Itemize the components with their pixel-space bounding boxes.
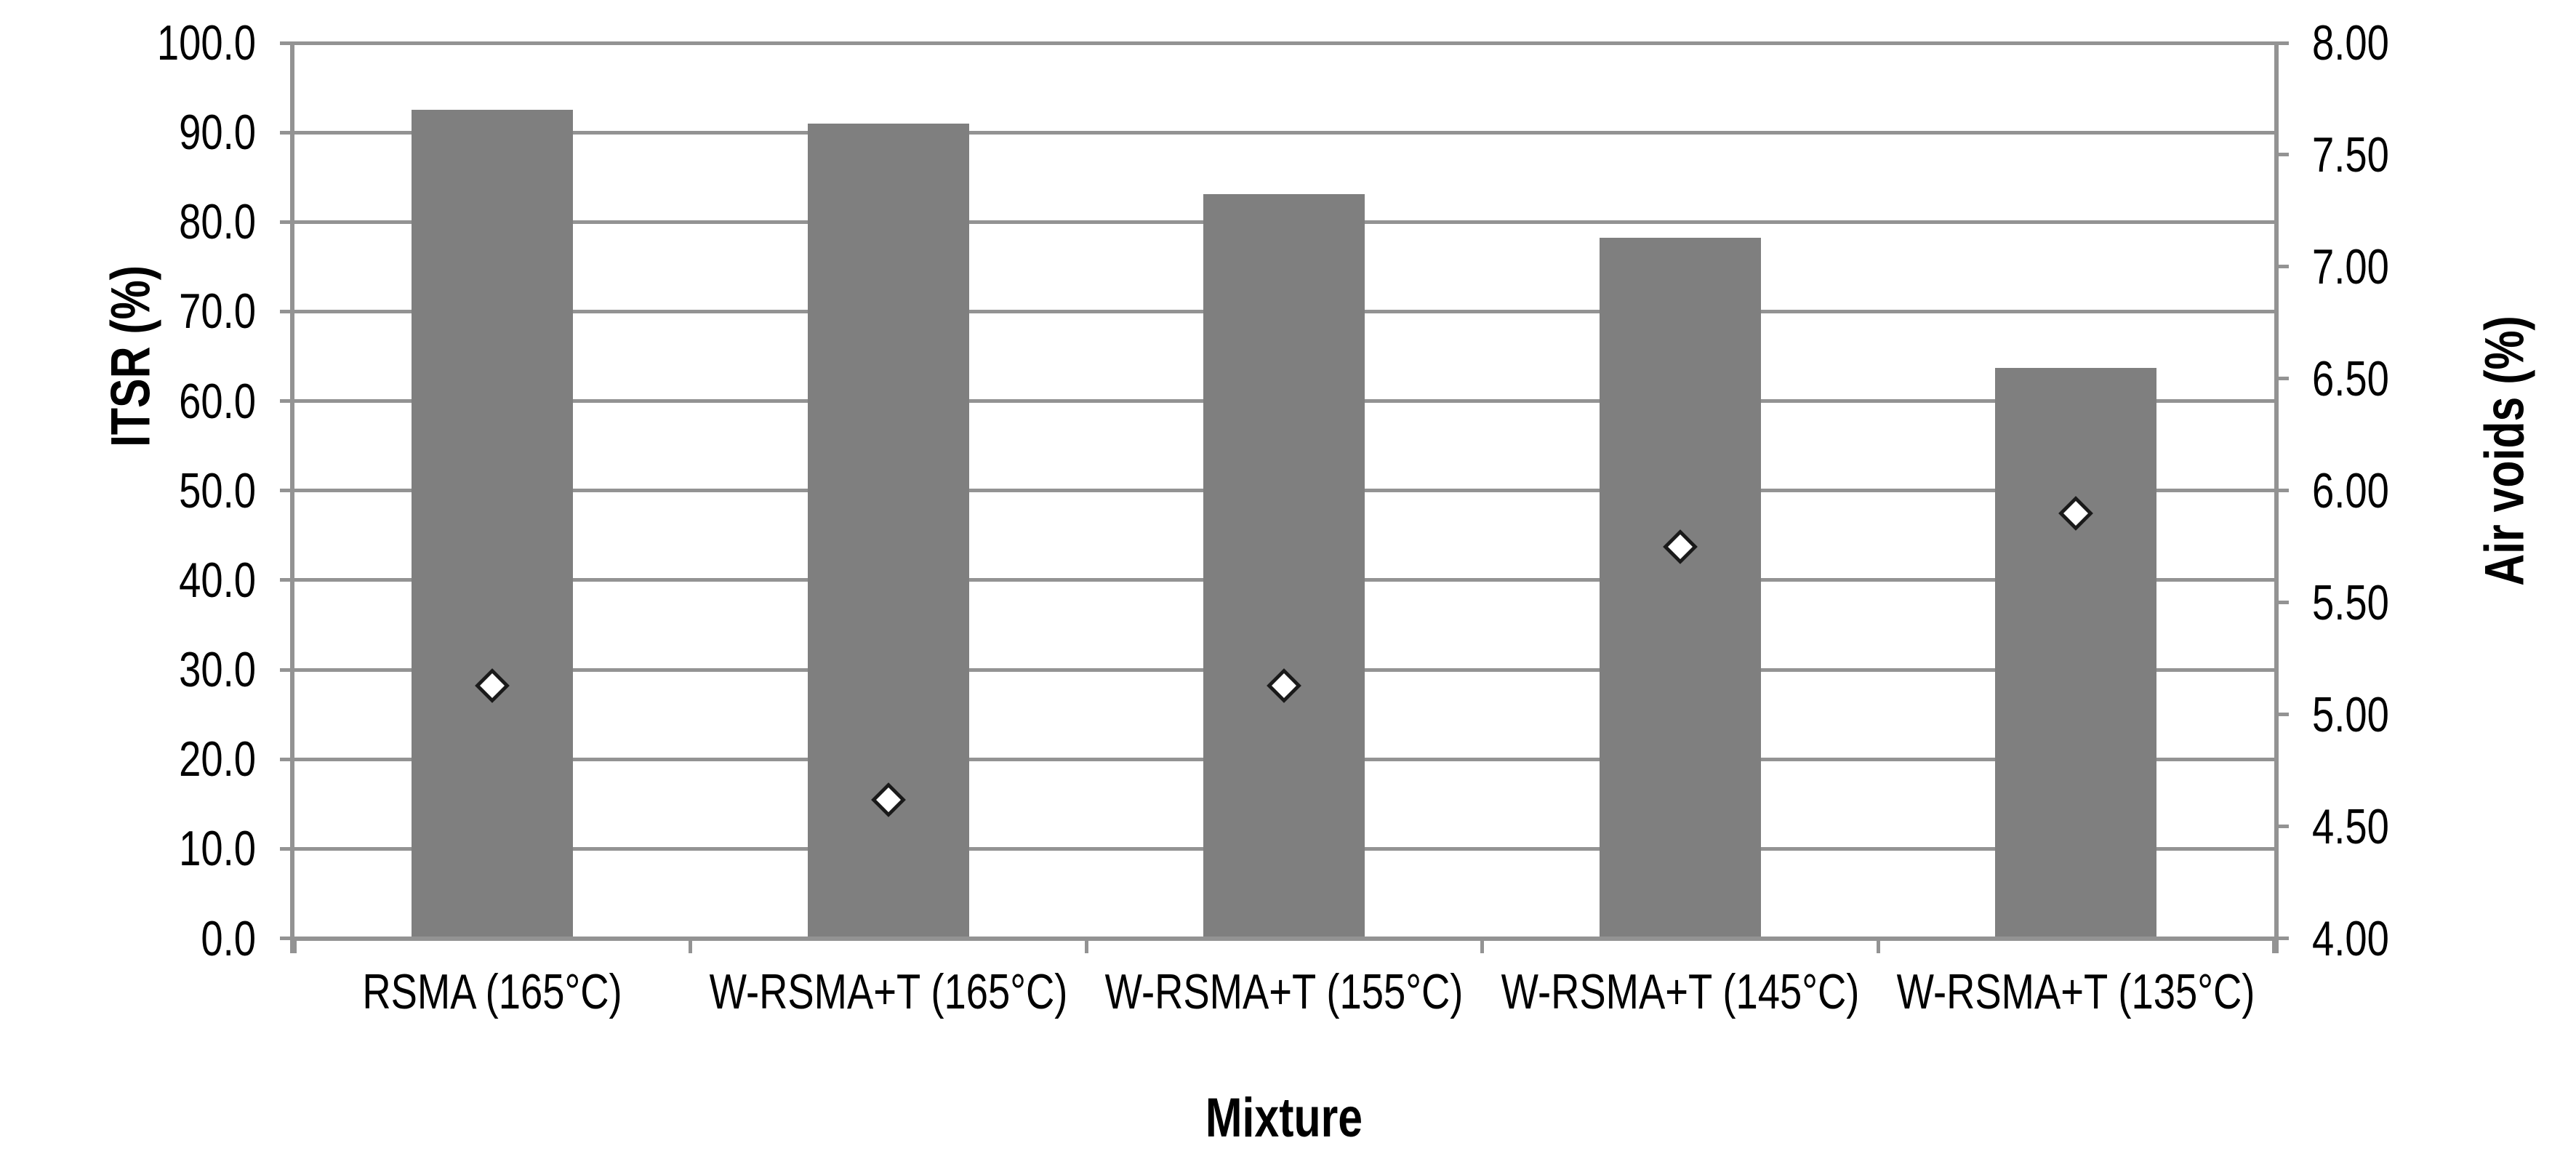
left-axis-tick — [280, 489, 294, 493]
left-axis-tick-label: 20.0 — [179, 731, 256, 787]
left-axis-tick — [280, 757, 294, 761]
x-axis-tick — [1876, 938, 1880, 953]
left-axis-tick-label: 70.0 — [179, 284, 256, 340]
left-axis-tick-label: 10.0 — [179, 821, 256, 877]
category-label: W-RSMA+T (155°C) — [1104, 964, 1464, 1019]
right-axis-tick-label: 4.50 — [2311, 798, 2389, 854]
x-axis-tick — [1084, 938, 1088, 953]
left-axis-tick-label: 30.0 — [179, 642, 256, 698]
left-axis-tick — [280, 846, 294, 851]
x-axis-tick — [292, 938, 297, 953]
category-label: RSMA (165°C) — [362, 964, 622, 1019]
right-axis-tick — [2274, 41, 2289, 45]
right-axis-tick-label: 6.00 — [2311, 462, 2389, 518]
left-axis-tick-label: 100.0 — [156, 15, 256, 71]
right-axis-tick-label: 4.00 — [2311, 910, 2389, 966]
left-axis-tick — [280, 130, 294, 135]
right-axis-tick — [2274, 601, 2289, 605]
left-axis-tick-label: 60.0 — [179, 373, 256, 429]
right-axis-tick-label: 5.50 — [2311, 574, 2389, 630]
left-axis-line — [290, 43, 294, 953]
category-label: W-RSMA+T (135°C) — [1896, 964, 2255, 1019]
category-label: W-RSMA+T (165°C) — [709, 964, 1068, 1019]
left-axis-tick — [280, 220, 294, 224]
right-axis-tick-label: 8.00 — [2311, 15, 2389, 71]
gridline — [294, 130, 2274, 135]
x-axis-tick — [2272, 938, 2276, 953]
right-axis-tick-label: 7.50 — [2311, 127, 2389, 183]
itsr-bar — [412, 110, 574, 939]
right-axis-title: Air voids (%) — [2473, 316, 2536, 586]
right-axis-tick — [2274, 825, 2289, 829]
left-axis-tick-label: 90.0 — [179, 105, 256, 161]
right-axis-tick — [2274, 153, 2289, 157]
right-axis-tick-label: 5.00 — [2311, 686, 2389, 742]
left-axis-tick — [280, 667, 294, 672]
right-axis-tick — [2274, 489, 2289, 493]
x-axis-line — [290, 936, 2279, 941]
right-axis-tick — [2274, 937, 2289, 940]
left-axis-tick — [280, 309, 294, 313]
left-axis-tick-label: 80.0 — [179, 194, 256, 250]
right-axis-line — [2274, 43, 2279, 953]
category-label: W-RSMA+T (145°C) — [1501, 964, 1860, 1019]
right-axis-tick-label: 7.00 — [2311, 238, 2389, 294]
left-axis-tick — [280, 41, 294, 45]
right-axis-tick — [2274, 377, 2289, 381]
left-axis-tick — [280, 937, 294, 940]
x-axis-tick — [689, 938, 692, 953]
gridline — [294, 41, 2274, 45]
right-axis-tick — [2274, 713, 2289, 717]
itsr-bar — [1203, 194, 1365, 939]
right-axis-tick — [2274, 265, 2289, 269]
left-axis-tick — [280, 399, 294, 404]
itsr-bar — [1995, 368, 2157, 939]
x-axis-tick — [1480, 938, 1484, 953]
left-axis-tick-label: 40.0 — [179, 552, 256, 608]
left-axis-tick — [280, 578, 294, 582]
itsr-bar — [1599, 238, 1761, 939]
left-axis-tick-label: 0.0 — [201, 910, 256, 966]
right-axis-tick-label: 6.50 — [2311, 350, 2389, 406]
x-axis-title: Mixture — [1205, 1087, 1363, 1149]
left-axis-tick-label: 50.0 — [179, 462, 256, 518]
